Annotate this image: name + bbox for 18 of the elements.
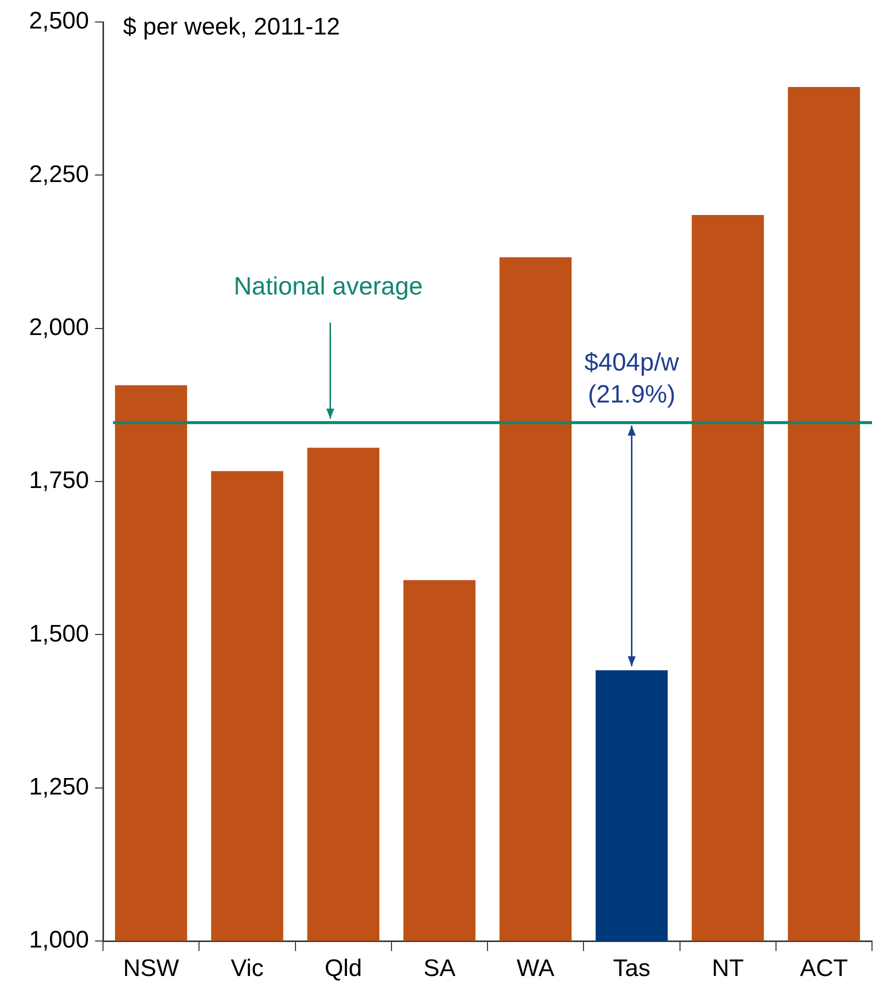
x-tick-label: ACT — [800, 955, 848, 982]
x-tick-label: Qld — [324, 955, 362, 982]
ref-line-label: National average — [234, 272, 423, 301]
y-tick-label: 1,000 — [28, 926, 89, 954]
x-tick-label: SA — [423, 955, 456, 982]
y-tick-label: 1,500 — [28, 620, 89, 648]
y-tick-label: 1,750 — [28, 467, 89, 494]
x-tick-label: NT — [712, 955, 744, 982]
y-tick-label: 2,250 — [28, 160, 89, 188]
y-axis-title: $ per week, 2011-12 — [123, 14, 340, 41]
x-tick-label: NSW — [123, 955, 180, 982]
x-tick-label: Tas — [613, 955, 650, 982]
y-tick-label: 2,000 — [28, 314, 89, 341]
x-tick-label: Vic — [230, 955, 264, 982]
annotation: $404p/w (21.9%) — [584, 348, 680, 409]
y-tick-label: 1,250 — [28, 773, 89, 800]
y-tick-label: 2,500 — [28, 8, 89, 35]
x-tick-label: WA — [516, 955, 554, 982]
